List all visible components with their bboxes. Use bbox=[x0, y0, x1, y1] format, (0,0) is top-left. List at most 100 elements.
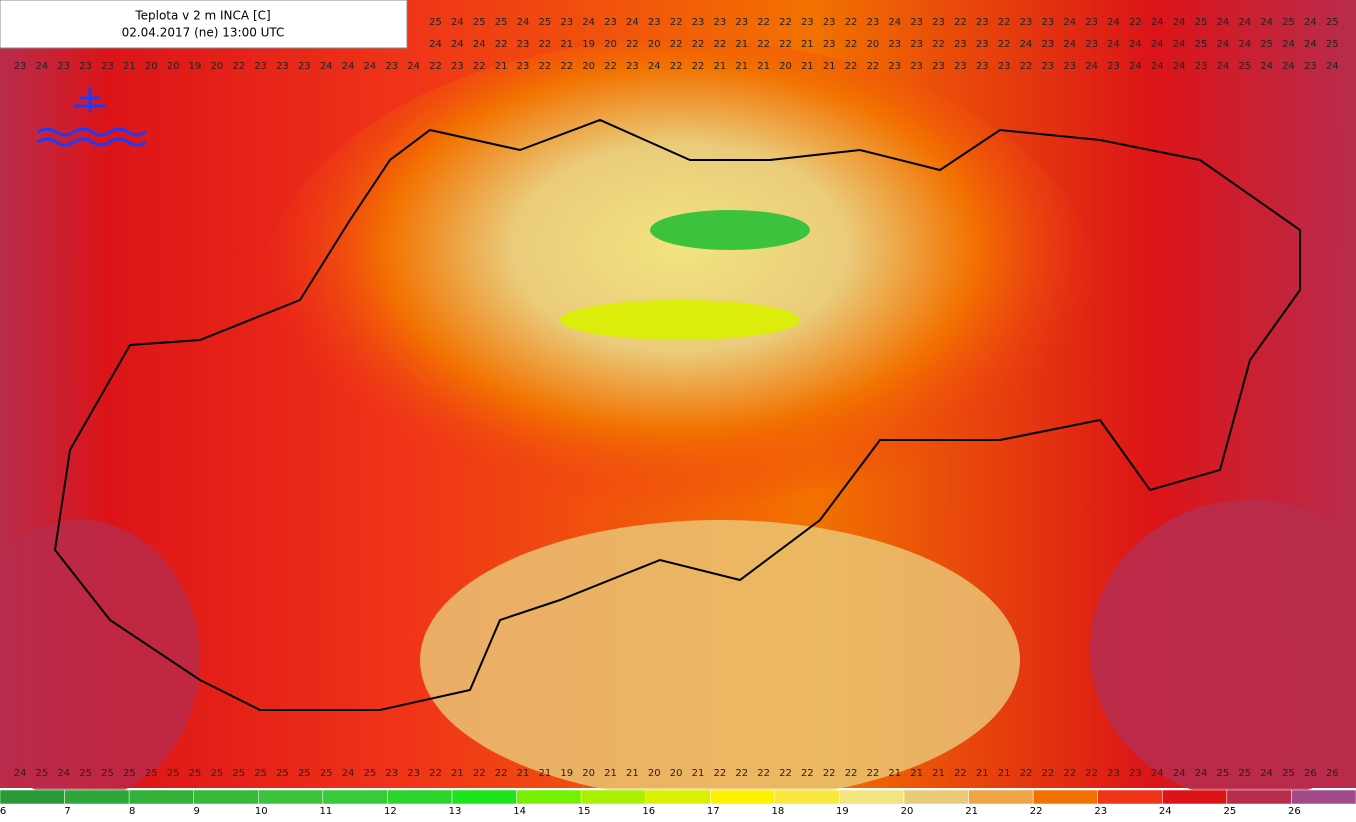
temperature-value: 22 bbox=[626, 39, 639, 50]
legend-swatch bbox=[1162, 789, 1228, 805]
temperature-value: 23 bbox=[385, 768, 398, 779]
temperature-value: 21 bbox=[910, 768, 923, 779]
temperature-value: 24 bbox=[14, 768, 27, 779]
temperature-value: 23 bbox=[1107, 768, 1120, 779]
temperature-value: 23 bbox=[1107, 61, 1120, 72]
temperature-value: 23 bbox=[101, 61, 114, 72]
temperature-value: 22 bbox=[801, 768, 814, 779]
legend-label: 23 bbox=[1094, 806, 1107, 817]
temperature-value: 24 bbox=[1085, 61, 1098, 72]
temperature-value: 22 bbox=[1063, 768, 1076, 779]
temperature-value: 22 bbox=[1085, 768, 1098, 779]
temperature-value: 24 bbox=[1107, 17, 1120, 28]
temperature-value: 22 bbox=[670, 61, 683, 72]
temperature-value: 22 bbox=[845, 39, 858, 50]
temperature-value: 20 bbox=[210, 61, 223, 72]
legend-label: 12 bbox=[384, 806, 397, 817]
title-box bbox=[0, 0, 408, 49]
country-border bbox=[53, 118, 1301, 711]
temperature-value: 22 bbox=[954, 17, 967, 28]
legend-label: 16 bbox=[642, 806, 655, 817]
warm-field bbox=[1090, 500, 1356, 800]
temperature-value: 26 bbox=[1326, 768, 1339, 779]
temperature-value: 24 bbox=[1173, 768, 1186, 779]
temperature-value: 24 bbox=[517, 17, 530, 28]
temperature-value: 23 bbox=[604, 17, 617, 28]
temperature-value: 19 bbox=[189, 61, 202, 72]
legend-swatch bbox=[258, 789, 324, 805]
title: Teplota v 2 m INCA [C] bbox=[134, 9, 270, 23]
temperature-value: 23 bbox=[276, 61, 289, 72]
temperature-value: 23 bbox=[517, 61, 530, 72]
temperature-value: 25 bbox=[189, 768, 202, 779]
temperature-value: 22 bbox=[473, 768, 486, 779]
temperature-value: 24 bbox=[1282, 61, 1295, 72]
temperature-value: 22 bbox=[845, 17, 858, 28]
temperature-value: 21 bbox=[123, 61, 136, 72]
temperature-value: 19 bbox=[582, 39, 595, 50]
temperature-value: 25 bbox=[210, 768, 223, 779]
legend-label: 7 bbox=[64, 806, 70, 817]
temperature-value: 23 bbox=[298, 61, 311, 72]
temperature-value: 24 bbox=[1151, 768, 1164, 779]
temperature-value: 25 bbox=[123, 768, 136, 779]
temperature-value: 24 bbox=[1063, 39, 1076, 50]
legend-swatch bbox=[580, 789, 646, 805]
temperature-value: 23 bbox=[932, 61, 945, 72]
legend-label: 17 bbox=[707, 806, 720, 817]
legend-swatch bbox=[516, 789, 582, 805]
temperature-value: 24 bbox=[1216, 17, 1229, 28]
temperature-value: 21 bbox=[932, 768, 945, 779]
temperature-value: 24 bbox=[582, 17, 595, 28]
temperature-value: 25 bbox=[1326, 39, 1339, 50]
temperature-value: 23 bbox=[932, 17, 945, 28]
warm-field bbox=[0, 520, 200, 800]
temperature-value: 20 bbox=[145, 61, 158, 72]
temperature-value: 25 bbox=[429, 17, 442, 28]
temperature-value: 22 bbox=[845, 768, 858, 779]
temperature-value: 24 bbox=[1238, 17, 1251, 28]
cold-field bbox=[650, 210, 810, 250]
legend-swatch bbox=[1291, 789, 1356, 805]
temperature-value: 20 bbox=[604, 39, 617, 50]
temperature-value: 23 bbox=[735, 17, 748, 28]
temperature-value: 22 bbox=[757, 768, 770, 779]
temperature-value: 21 bbox=[626, 768, 639, 779]
legend-swatch bbox=[710, 789, 776, 805]
temperature-value: 24 bbox=[36, 61, 49, 72]
temperature-value: 24 bbox=[342, 61, 355, 72]
legend-label: 21 bbox=[965, 806, 978, 817]
temperature-value: 25 bbox=[36, 768, 49, 779]
temperature-value: 20 bbox=[648, 39, 661, 50]
temperature-value: 23 bbox=[1020, 17, 1033, 28]
temperature-value: 23 bbox=[385, 61, 398, 72]
temperature-value: 22 bbox=[473, 61, 486, 72]
legend-label: 19 bbox=[836, 806, 849, 817]
temperature-value: 24 bbox=[407, 61, 420, 72]
temperature-value: 24 bbox=[1173, 61, 1186, 72]
temperature-value: 24 bbox=[1129, 39, 1142, 50]
temperature-value: 20 bbox=[779, 61, 792, 72]
temperature-value: 22 bbox=[932, 39, 945, 50]
temperature-value: 23 bbox=[1195, 61, 1208, 72]
legend-swatch bbox=[451, 789, 517, 805]
temperature-value: 24 bbox=[1238, 39, 1251, 50]
temperature-value: 22 bbox=[495, 768, 508, 779]
temperature-value: 24 bbox=[451, 17, 464, 28]
temperature-value: 23 bbox=[976, 39, 989, 50]
temperature-value: 24 bbox=[451, 39, 464, 50]
temperature-value: 23 bbox=[79, 61, 92, 72]
legend-swatch bbox=[128, 789, 194, 805]
temperature-value: 25 bbox=[1195, 17, 1208, 28]
temperature-value: 25 bbox=[1326, 17, 1339, 28]
temperature-value: 21 bbox=[604, 768, 617, 779]
temperature-value: 22 bbox=[867, 61, 880, 72]
temperature-value: 24 bbox=[1260, 768, 1273, 779]
temperature-value: 24 bbox=[1260, 17, 1273, 28]
temperature-value: 22 bbox=[779, 17, 792, 28]
temperature-value: 23 bbox=[910, 17, 923, 28]
temperature-value: 25 bbox=[145, 768, 158, 779]
temperature-value: 21 bbox=[976, 768, 989, 779]
temperature-value: 25 bbox=[1216, 768, 1229, 779]
legend-label: 9 bbox=[194, 806, 200, 817]
